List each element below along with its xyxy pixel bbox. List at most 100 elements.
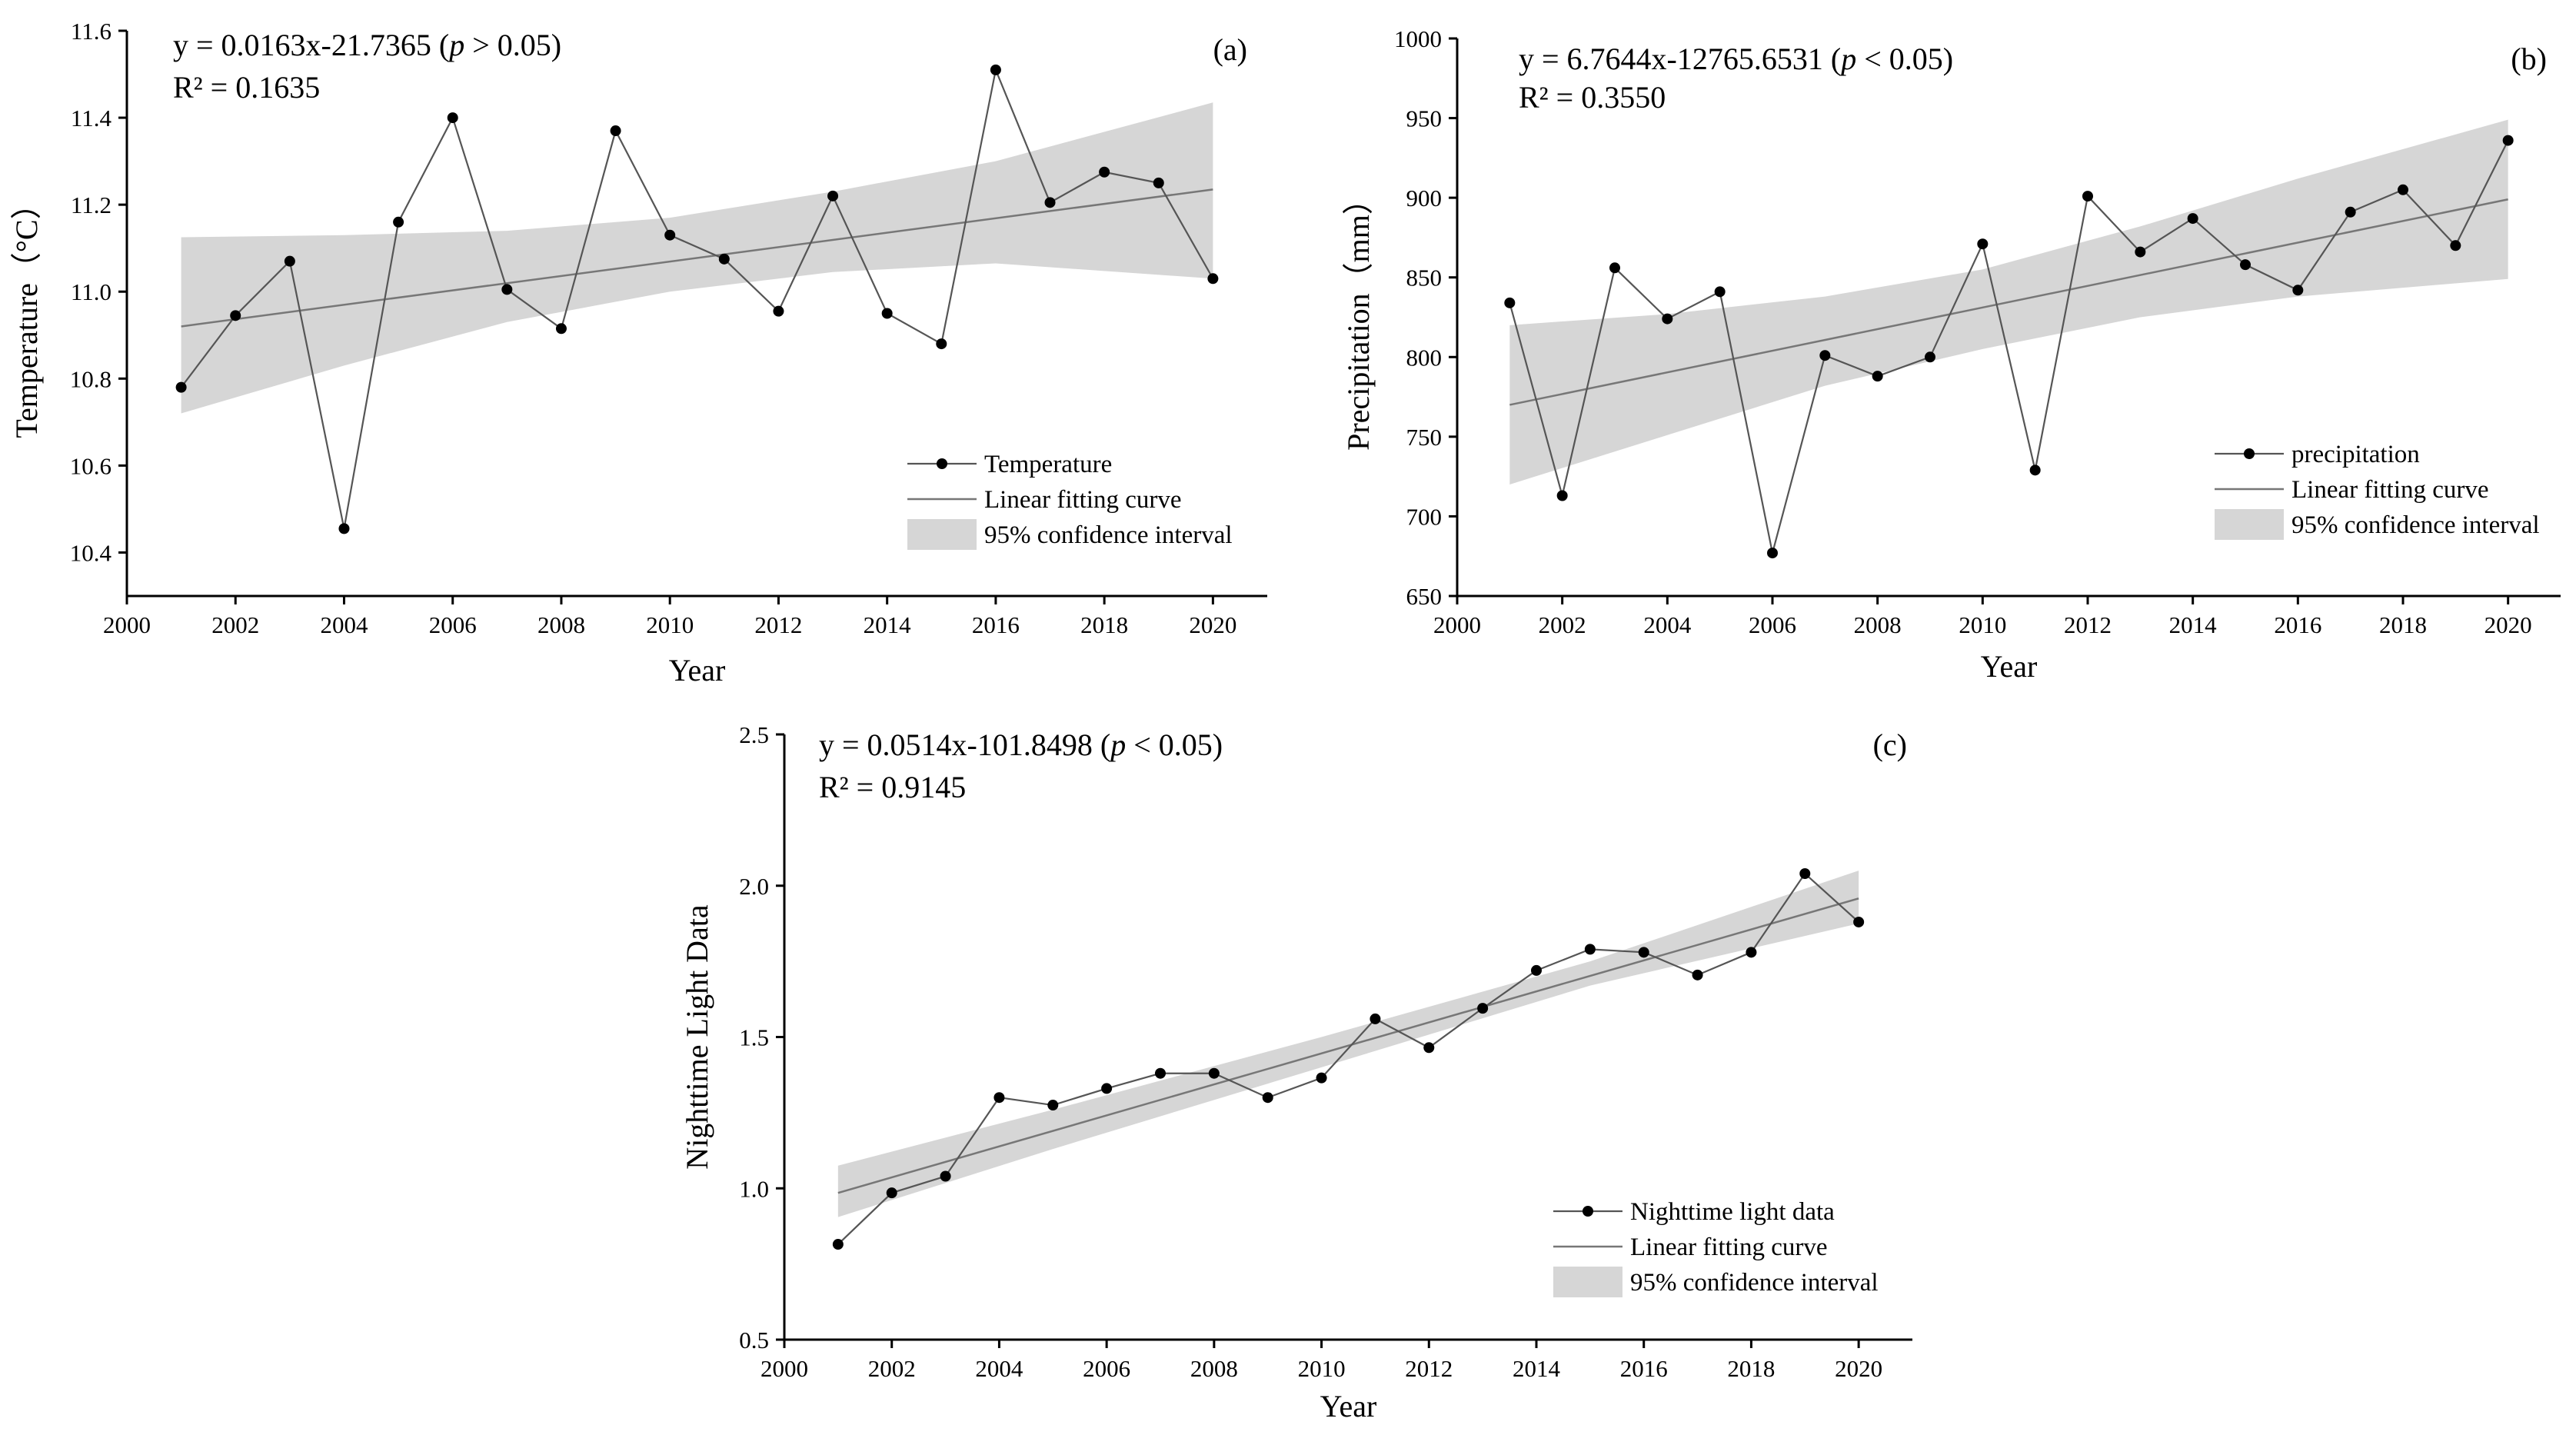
chart-b-panel-label: (b) — [2511, 42, 2547, 76]
chart-c-x-tick-label-2012: 2012 — [1405, 1355, 1453, 1382]
chart-a-equation: y = 0.0163x-21.7365 (p > 0.05) — [173, 28, 561, 62]
chart-a-legend-fit-label: Linear fitting curve — [984, 486, 1182, 514]
chart-c-point-2020 — [1853, 916, 1865, 927]
chart-b-point-2011 — [2029, 464, 2041, 476]
chart-c-point-2001 — [832, 1239, 844, 1250]
chart-b-x-tick-label-2002: 2002 — [1539, 611, 1586, 638]
chart-c-point-2013 — [1477, 1003, 1489, 1014]
chart-b-x-tick-label-2004: 2004 — [1643, 611, 1692, 638]
chart-c-point-2012 — [1423, 1042, 1435, 1054]
chart-b-point-2014 — [2187, 213, 2198, 225]
chart-b-x-tick-label-2006: 2006 — [1749, 611, 1796, 638]
chart-b-legend-series-marker — [2244, 448, 2255, 459]
chart-a-x-tick-label-2002: 2002 — [211, 611, 259, 638]
chart-b-point-2001 — [1504, 297, 1516, 308]
chart-b-fit-line — [1509, 198, 2508, 406]
chart-a-legend-series-label: Temperature — [984, 451, 1112, 478]
chart-c-legend-fit-label: Linear fitting curve — [1630, 1234, 1828, 1261]
chart-a-y-axis-label: Temperature（°C） — [9, 188, 44, 438]
chart-a-point-2004 — [338, 523, 350, 534]
chart-b-r-squared: R² = 0.3550 — [1519, 80, 1666, 115]
chart-a-point-2003 — [284, 255, 295, 267]
chart-a-x-tick-label-2000: 2000 — [103, 611, 151, 638]
chart-b-y-axis-label: Precipitation（mm） — [1341, 184, 1376, 451]
chart-c-legend-ci-swatch — [1553, 1267, 1622, 1297]
chart-a-y-tick-label-11.6: 11.6 — [71, 18, 111, 45]
chart-a-y-tick-label-10.8: 10.8 — [70, 365, 111, 392]
chart-a-equation-p-value: > 0.05) — [464, 28, 561, 62]
chart-b-svg: 2000 2002 2004 2006 2008 2010 2012 2014 2016 2018… — [1341, 25, 2561, 684]
chart-b-y-tick-label-1000: 1000 — [1394, 25, 1442, 52]
chart-b-x-tick-label-2020: 2020 — [2484, 611, 2532, 638]
chart-a-x-axis-label: Year — [669, 653, 726, 688]
chart-c-legend-series-marker — [1583, 1206, 1593, 1217]
chart-a-y-tick-label-10.4: 10.4 — [70, 539, 112, 566]
chart-a-point-2013 — [827, 190, 839, 201]
chart-a-x-tick-label-2018: 2018 — [1080, 611, 1128, 638]
chart-c-fit-line — [837, 897, 1859, 1194]
chart-b-y-tick-label-750: 750 — [1406, 424, 1443, 451]
chart-c-x-tick-label-2008: 2008 — [1190, 1355, 1238, 1382]
chart-a-point-2007 — [501, 284, 513, 295]
chart-a-fit-line — [181, 188, 1213, 328]
chart-c-point-2016 — [1638, 947, 1649, 958]
chart-a-point-2014 — [881, 308, 893, 319]
chart-a-equation-p: p — [447, 28, 464, 62]
chart-b-x-tick-label-2016: 2016 — [2274, 611, 2321, 638]
chart-c-point-2008 — [1208, 1067, 1220, 1079]
chart-a-r-squared: R² = 0.1635 — [173, 70, 320, 105]
chart-b-y-tick-label-850: 850 — [1406, 265, 1443, 291]
chart-b-point-2007 — [1819, 350, 1831, 361]
chart-b-point-2016 — [2292, 285, 2304, 296]
chart-a-legend-ci-label: 95% confidence interval — [984, 521, 1233, 549]
chart-c-y-tick-label-0.5: 0.5 — [739, 1327, 769, 1353]
chart-b-x-tick-label-2008: 2008 — [1854, 611, 1902, 638]
chart-c-point-2010 — [1316, 1072, 1327, 1084]
chart-c-y-tick-label-1: 1.0 — [739, 1175, 769, 1202]
chart-c-point-2014 — [1531, 964, 1542, 976]
chart-c-point-2019 — [1799, 868, 1811, 880]
chart-a-x-tick-label-2016: 2016 — [972, 611, 1020, 638]
chart-a-point-2005 — [393, 216, 404, 228]
chart-b-point-2018 — [2398, 184, 2408, 195]
chart-a-x-tick-label-2006: 2006 — [429, 611, 477, 638]
chart-b-y-tick-label-900: 900 — [1406, 185, 1443, 211]
chart-a-point-2002 — [230, 310, 241, 321]
chart-a-x-tick-label-2012: 2012 — [754, 611, 802, 638]
chart-a-point-2008 — [555, 323, 567, 335]
chart-b-point-2013 — [2135, 246, 2146, 258]
chart-c-point-2004 — [993, 1092, 1005, 1104]
chart-b-point-2019 — [2450, 240, 2461, 251]
chart-c-point-2005 — [1047, 1100, 1059, 1111]
chart-c-y-axis-label: Nighttime Light Data — [680, 904, 714, 1170]
chart-c-confidence-band — [837, 871, 1859, 1217]
chart-a-x-tick-label-2004: 2004 — [320, 611, 368, 638]
chart-c-point-2003 — [940, 1170, 951, 1182]
chart-a-svg: 2000 2002 2004 2006 2008 2010 2012 2014 2016 2018… — [9, 18, 1267, 688]
chart-c-equation: y = 0.0514x-101.8498 (p < 0.05) — [819, 727, 1223, 762]
chart-c-point-2015 — [1584, 944, 1596, 955]
chart-b-legend-fit-label: Linear fitting curve — [2291, 476, 2489, 504]
chart-panel-a: 2000 2002 2004 2006 2008 2010 2012 2014 2016 2018… — [0, 0, 1292, 696]
chart-b-equation-p-value: < 0.05) — [1856, 42, 1953, 76]
chart-b-series-line — [1509, 140, 2509, 554]
chart-a-y-tick-label-11: 11.0 — [71, 278, 111, 305]
chart-c-legend-ci-label: 95% confidence interval — [1630, 1269, 1879, 1297]
chart-b-x-tick-label-2000: 2000 — [1433, 611, 1481, 638]
chart-c-point-2007 — [1155, 1067, 1166, 1079]
chart-c-x-tick-label-2004: 2004 — [975, 1355, 1023, 1382]
chart-panel-c: 2000 2002 2004 2006 2008 2010 2012 2014 2016 2018… — [661, 696, 1938, 1435]
chart-b-equation: y = 6.7644x-12765.6531 (p < 0.05) — [1519, 42, 1953, 76]
chart-c-point-2002 — [886, 1187, 897, 1199]
chart-a-panel-label: (a) — [1213, 32, 1247, 67]
chart-b-legend-series-label: precipitation — [2291, 441, 2420, 468]
chart-c-equation-main: y = 0.0514x-101.8498 ( — [819, 727, 1110, 762]
chart-a-point-2010 — [664, 229, 676, 241]
chart-b-point-2002 — [1556, 490, 1568, 501]
chart-c-x-tick-label-2006: 2006 — [1083, 1355, 1130, 1382]
chart-c-x-tick-label-2010: 2010 — [1298, 1355, 1346, 1382]
chart-c-point-2017 — [1692, 969, 1703, 981]
chart-a-x-tick-label-2008: 2008 — [537, 611, 585, 638]
chart-b-y-tick-label-650: 650 — [1406, 583, 1443, 610]
chart-c-svg: 2000 2002 2004 2006 2008 2010 2012 2014 2016 2018… — [680, 721, 1912, 1423]
